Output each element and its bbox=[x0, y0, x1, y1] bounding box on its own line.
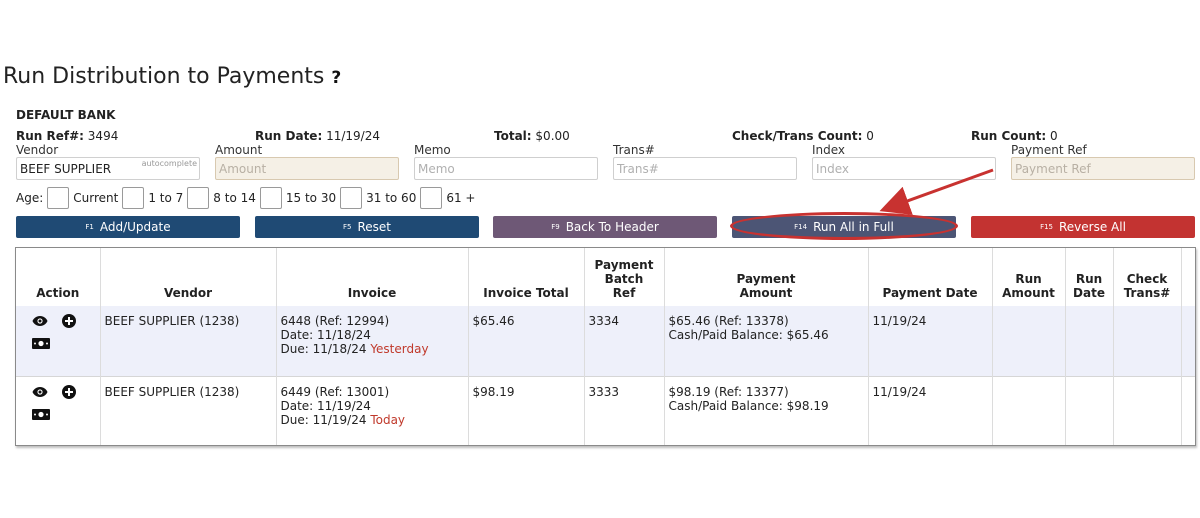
run-date-cell bbox=[1065, 375, 1114, 445]
memo-label: Memo bbox=[414, 143, 451, 157]
table-row: BEEF SUPPLIER (1238) 6448 (Ref: 12994) D… bbox=[16, 306, 1195, 376]
run-ref-info: Run Ref#: 3494 bbox=[16, 129, 119, 143]
col-run-amount[interactable]: Run Amount bbox=[992, 248, 1066, 306]
run-date-info: Run Date: 11/19/24 bbox=[255, 129, 380, 143]
check-trans-cell bbox=[1113, 375, 1182, 445]
col-spacer bbox=[1181, 248, 1195, 306]
annotation-ellipse bbox=[730, 212, 958, 240]
index-field-group: Index Index bbox=[812, 143, 996, 180]
age-1-7-checkbox[interactable] bbox=[122, 187, 145, 209]
add-update-button[interactable]: F1 Add/Update bbox=[16, 216, 240, 238]
action-cell bbox=[16, 306, 101, 376]
eye-icon[interactable] bbox=[32, 386, 48, 398]
payment-ref-input: Payment Ref bbox=[1011, 157, 1195, 180]
reverse-all-button[interactable]: F15 Reverse All bbox=[971, 216, 1195, 238]
due-note: Today bbox=[370, 412, 406, 427]
table-row: BEEF SUPPLIER (1238) 6449 (Ref: 13001) D… bbox=[16, 375, 1195, 445]
col-invoice[interactable]: Invoice bbox=[276, 248, 469, 306]
eye-icon[interactable] bbox=[32, 315, 48, 327]
age-31-60-checkbox[interactable] bbox=[340, 187, 363, 209]
index-label: Index bbox=[812, 143, 846, 157]
run-count-info: Run Count: 0 bbox=[971, 129, 1058, 143]
help-icon[interactable]: ? bbox=[331, 68, 342, 88]
amount-field-group: Amount Amount bbox=[215, 143, 399, 180]
run-date-cell bbox=[1065, 306, 1114, 376]
invoice-cell: 6448 (Ref: 12994) Date: 11/18/24 Due: 11… bbox=[276, 306, 469, 376]
spacer-cell bbox=[1181, 375, 1195, 445]
age-label: Age: bbox=[16, 191, 44, 205]
vendor-label: Vendor bbox=[16, 143, 59, 157]
payment-amount-cell: $65.46 (Ref: 13378) Cash/Paid Balance: $… bbox=[664, 306, 869, 376]
batch-ref-cell: 3333 bbox=[584, 375, 665, 445]
payment-date-cell: 11/19/24 bbox=[868, 375, 993, 445]
trans-label: Trans# bbox=[613, 143, 655, 157]
col-vendor[interactable]: Vendor bbox=[100, 248, 277, 306]
col-action: Action bbox=[16, 248, 101, 306]
vendor-cell: BEEF SUPPLIER (1238) bbox=[100, 306, 277, 376]
money-icon[interactable] bbox=[32, 408, 50, 420]
col-payment-amount[interactable]: Payment Amount bbox=[664, 248, 869, 306]
check-trans-cell bbox=[1113, 306, 1182, 376]
reset-button[interactable]: F5 Reset bbox=[255, 216, 479, 238]
trans-field-group: Trans# Trans# bbox=[613, 143, 797, 180]
page-header: Run Distribution to Payments ? bbox=[3, 64, 341, 89]
invoice-total-cell: $98.19 bbox=[468, 375, 585, 445]
batch-ref-cell: 3334 bbox=[584, 306, 665, 376]
payment-ref-label: Payment Ref bbox=[1011, 143, 1087, 157]
age-current-checkbox[interactable] bbox=[47, 187, 70, 209]
age-filter: Age: Current 1 to 7 8 to 14 15 to 30 31 … bbox=[16, 187, 479, 209]
check-trans-count-info: Check/Trans Count: 0 bbox=[732, 129, 874, 143]
run-amount-cell bbox=[992, 306, 1066, 376]
age-15-30-checkbox[interactable] bbox=[259, 187, 282, 209]
vendor-field-group: Vendor BEEF SUPPLIER autocomplete bbox=[16, 143, 200, 180]
bank-name: DEFAULT BANK bbox=[16, 108, 116, 122]
action-cell bbox=[16, 375, 101, 445]
table-header-row: Action Vendor Invoice Invoice Total Paym… bbox=[16, 248, 1195, 306]
age-8-14-checkbox[interactable] bbox=[187, 187, 210, 209]
vendor-input[interactable]: BEEF SUPPLIER autocomplete bbox=[16, 157, 200, 180]
spacer-cell bbox=[1181, 306, 1195, 376]
total-info: Total: $0.00 bbox=[494, 129, 570, 143]
col-check-trans[interactable]: Check Trans# bbox=[1113, 248, 1182, 306]
invoice-total-cell: $65.46 bbox=[468, 306, 585, 376]
page-title: Run Distribution to Payments bbox=[3, 64, 325, 89]
memo-input[interactable]: Memo bbox=[414, 157, 598, 180]
trans-input[interactable]: Trans# bbox=[613, 157, 797, 180]
plus-circle-icon[interactable] bbox=[62, 384, 76, 399]
col-payment-date[interactable]: Payment Date bbox=[868, 248, 993, 306]
plus-circle-icon[interactable] bbox=[62, 314, 76, 328]
col-invoice-total[interactable]: Invoice Total bbox=[468, 248, 585, 306]
vendor-cell: BEEF SUPPLIER (1238) bbox=[100, 375, 277, 445]
payment-date-cell: 11/19/24 bbox=[868, 306, 993, 376]
back-to-header-button[interactable]: F9 Back To Header bbox=[493, 216, 717, 238]
due-note: Yesterday bbox=[370, 342, 429, 356]
autocomplete-tag: autocomplete bbox=[141, 159, 197, 168]
col-run-date[interactable]: Run Date bbox=[1065, 248, 1114, 306]
payment-ref-field-group: Payment Ref Payment Ref bbox=[1011, 143, 1195, 180]
index-input[interactable]: Index bbox=[812, 157, 996, 180]
col-payment-batch-ref[interactable]: Payment Batch Ref bbox=[584, 248, 665, 306]
money-icon[interactable] bbox=[32, 338, 50, 349]
amount-input: Amount bbox=[215, 157, 399, 180]
distribution-table: Action Vendor Invoice Invoice Total Paym… bbox=[15, 247, 1196, 446]
payment-amount-cell: $98.19 (Ref: 13377) Cash/Paid Balance: $… bbox=[664, 375, 869, 445]
amount-label: Amount bbox=[215, 143, 263, 157]
memo-field-group: Memo Memo bbox=[414, 143, 598, 180]
invoice-cell: 6449 (Ref: 13001) Date: 11/19/24 Due: 11… bbox=[276, 375, 469, 445]
run-amount-cell bbox=[992, 375, 1066, 445]
age-61-plus-checkbox[interactable] bbox=[420, 187, 443, 209]
